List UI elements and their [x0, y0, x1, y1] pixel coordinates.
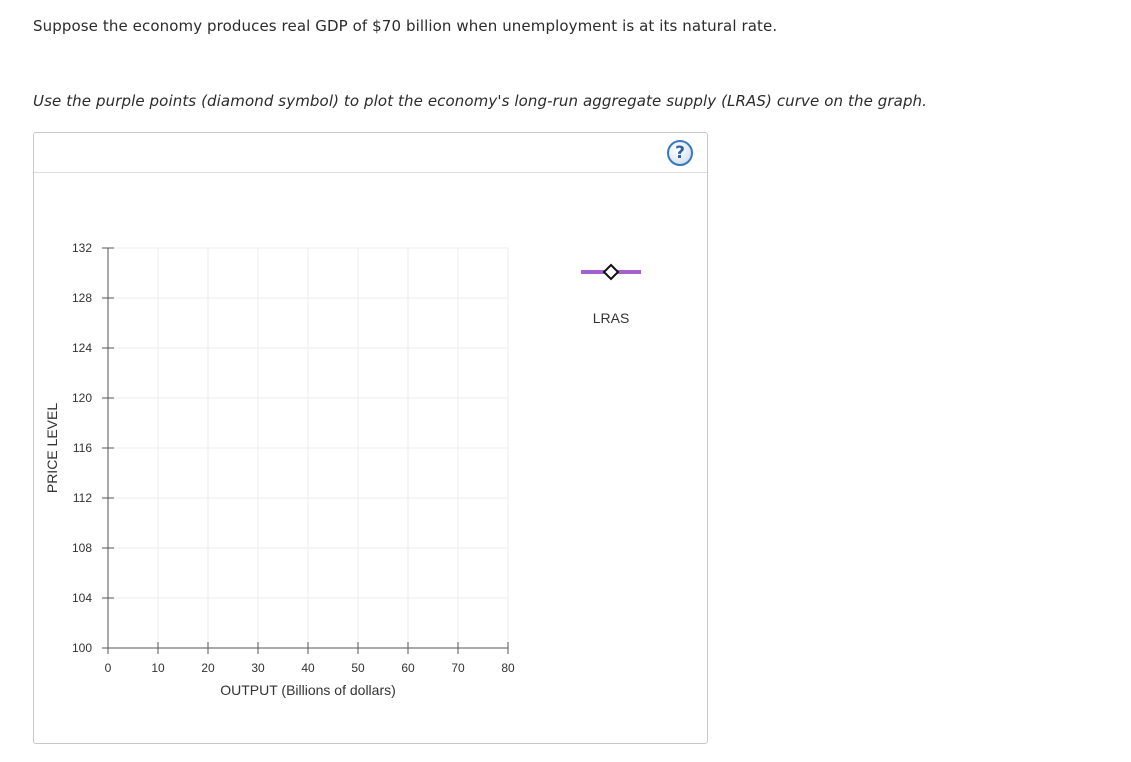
help-question-icon[interactable]: ?: [667, 140, 693, 166]
question-instruction: Use the purple points (diamond symbol) t…: [33, 92, 928, 110]
x-ticks: 0 10 20 30 40 50 60 70 80: [105, 642, 515, 675]
legend: LRAS: [581, 263, 641, 326]
panel-divider: [34, 172, 707, 173]
y-tick-label: 116: [73, 441, 92, 455]
x-tick-label: 50: [351, 661, 365, 675]
x-tick-label: 30: [251, 661, 265, 675]
question-prompt: Suppose the economy produces real GDP of…: [33, 17, 778, 35]
lras-diamond-icon[interactable]: [602, 263, 620, 281]
y-tick-label: 128: [72, 291, 92, 305]
grid: [108, 247, 509, 648]
lras-legend-label: LRAS: [593, 310, 630, 326]
x-tick-label: 70: [451, 661, 465, 675]
y-tick-label: 120: [72, 391, 92, 405]
y-tick-label: 104: [72, 591, 92, 605]
x-axis-title: OUTPUT (Billions of dollars): [220, 682, 396, 698]
x-tick-label: 80: [501, 661, 515, 675]
y-tick-label: 112: [73, 491, 92, 505]
graph-panel: ?: [33, 132, 708, 744]
y-tick-label: 132: [72, 241, 92, 255]
y-axis-title: PRICE LEVEL: [44, 403, 60, 493]
x-tick-label: 20: [201, 661, 215, 675]
y-tick-label: 124: [72, 341, 92, 355]
x-tick-label: 60: [401, 661, 415, 675]
x-tick-label: 10: [151, 661, 165, 675]
y-ticks: 100 104 108 112 116 120 124 128 132: [72, 241, 114, 655]
x-tick-label: 0: [105, 661, 112, 675]
y-tick-label: 108: [72, 541, 92, 555]
y-tick-label: 100: [72, 641, 92, 655]
x-tick-label: 40: [301, 661, 315, 675]
